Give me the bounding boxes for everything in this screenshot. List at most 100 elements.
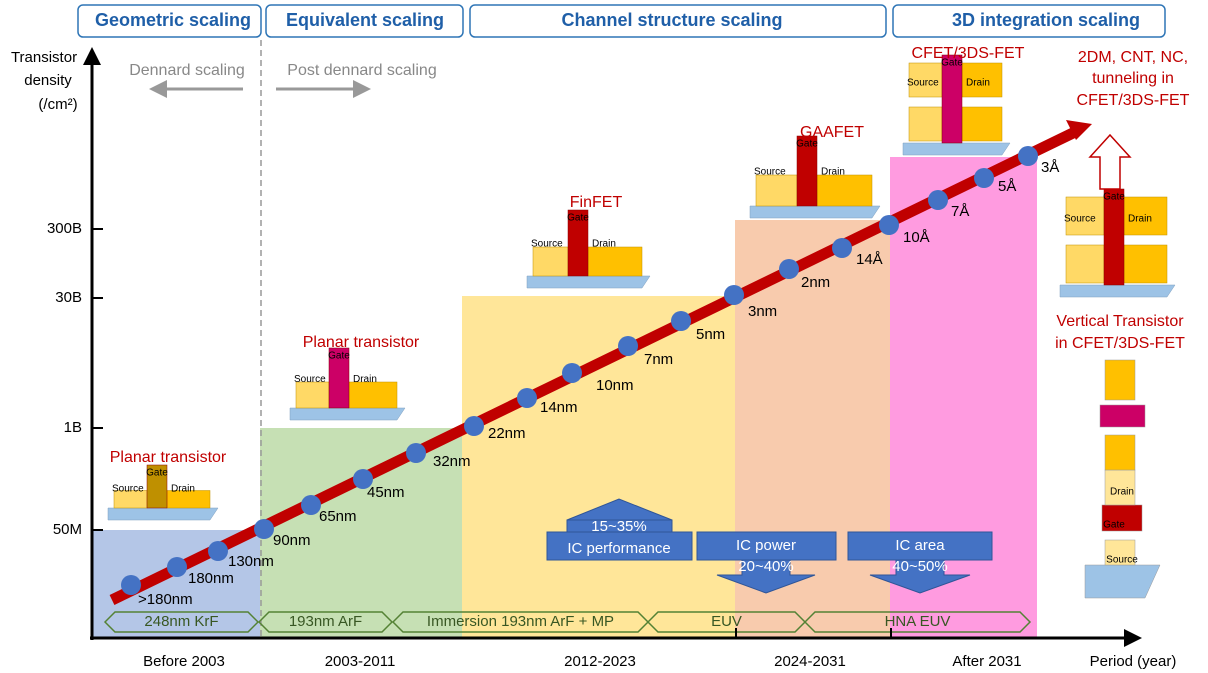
vertical-label: Source bbox=[1106, 555, 1138, 566]
trend-head bbox=[1066, 120, 1092, 140]
device-drain bbox=[1123, 244, 1168, 284]
node-label: 22nm bbox=[488, 425, 526, 442]
phase: Geometric scaling bbox=[95, 10, 251, 30]
device-label: Source bbox=[907, 78, 939, 89]
device-drain bbox=[348, 381, 398, 409]
device-source bbox=[1065, 244, 1105, 284]
phase: Channel structure scaling bbox=[561, 10, 782, 30]
device-label: Source bbox=[754, 167, 786, 178]
period: 2003-2011 bbox=[325, 653, 396, 670]
node-dot bbox=[618, 336, 638, 356]
y-tick-label: 30B bbox=[55, 289, 82, 306]
device-label: Drain bbox=[353, 374, 377, 385]
era: Post dennard scaling bbox=[287, 62, 436, 79]
node-label: 2nm bbox=[801, 274, 830, 291]
benefit: IC performance bbox=[567, 540, 670, 557]
device-source bbox=[532, 246, 569, 277]
device-label: Drain bbox=[966, 78, 990, 89]
benefit: 20~40% bbox=[738, 558, 793, 575]
device-label: Source bbox=[531, 239, 563, 250]
device-gate bbox=[796, 135, 818, 207]
device-gate bbox=[567, 209, 589, 277]
device-drain bbox=[587, 246, 643, 277]
region bbox=[260, 428, 462, 638]
region bbox=[92, 530, 260, 638]
device-base bbox=[1059, 284, 1176, 298]
device-name: GAAFET bbox=[800, 124, 864, 141]
benefit: 15~35% bbox=[591, 518, 646, 535]
node-label: 14nm bbox=[540, 399, 578, 416]
benefit: IC power bbox=[736, 537, 796, 554]
trend bbox=[109, 127, 1078, 605]
device-label: Gate bbox=[328, 351, 350, 362]
node-label: 32nm bbox=[433, 453, 471, 470]
device-drain bbox=[961, 106, 1003, 142]
node-label: 5Å bbox=[998, 178, 1016, 195]
device-label: Drain bbox=[171, 483, 195, 494]
y-tick-label: 1B bbox=[64, 419, 82, 436]
node-dot bbox=[724, 285, 744, 305]
vertical-label: Gate bbox=[1103, 520, 1125, 531]
node-dot bbox=[353, 469, 373, 489]
y-label: density bbox=[24, 72, 72, 89]
device-gate bbox=[328, 347, 350, 409]
device-label: Source bbox=[294, 374, 326, 385]
node-dot bbox=[928, 190, 948, 210]
region bbox=[462, 296, 735, 638]
node-dot bbox=[167, 557, 187, 577]
device-source bbox=[908, 62, 943, 98]
node-label: 3Å bbox=[1041, 159, 1059, 176]
node-label: 3nm bbox=[748, 303, 777, 320]
device-gate bbox=[941, 54, 963, 144]
vertical-name: Vertical Transistor bbox=[1056, 313, 1184, 330]
period: 2024-2031 bbox=[774, 653, 846, 670]
node-label: 10nm bbox=[596, 377, 634, 394]
node-dot bbox=[879, 215, 899, 235]
node-dot bbox=[974, 168, 994, 188]
device-drain bbox=[1123, 196, 1168, 236]
device-gate bbox=[1103, 188, 1125, 286]
benefit: 40~50% bbox=[892, 558, 947, 575]
device-label: Gate bbox=[146, 468, 168, 479]
device-label: Gate bbox=[567, 213, 589, 224]
lithography: Immersion 193nm ArF + MP bbox=[427, 613, 614, 630]
y-tick-label: 50M bbox=[53, 521, 82, 538]
node-dot bbox=[832, 238, 852, 258]
node-label: 5nm bbox=[696, 326, 725, 343]
node-dot bbox=[517, 388, 537, 408]
period: Before 2003 bbox=[143, 653, 225, 670]
node-dot bbox=[1018, 146, 1038, 166]
node-label: 14Å bbox=[856, 251, 883, 268]
device-name: CFET/3DS-FET bbox=[912, 45, 1025, 62]
node-label: 65nm bbox=[319, 508, 357, 525]
lithography: 248nm KrF bbox=[144, 613, 218, 630]
future-arrow bbox=[1088, 133, 1132, 190]
node-dot bbox=[671, 311, 691, 331]
node-dot bbox=[254, 519, 274, 539]
node-dot bbox=[779, 259, 799, 279]
period: 2012-2023 bbox=[564, 653, 636, 670]
node-label: 7nm bbox=[644, 351, 673, 368]
node-label: >180nm bbox=[138, 591, 193, 608]
node-label: 180nm bbox=[188, 570, 234, 587]
device-label: Drain bbox=[821, 167, 845, 178]
lithography: EUV bbox=[711, 613, 742, 630]
device-source bbox=[1065, 196, 1105, 236]
node-dot bbox=[121, 575, 141, 595]
device-source bbox=[295, 381, 330, 409]
node-label: 45nm bbox=[367, 484, 405, 501]
vertical-name: in CFET/3DS-FET bbox=[1055, 335, 1185, 352]
device-source bbox=[908, 106, 943, 142]
phase: 3D integration scaling bbox=[952, 10, 1140, 30]
y-label: Transistor bbox=[11, 49, 77, 66]
benefit-arrows bbox=[546, 498, 993, 594]
device-gate bbox=[146, 464, 168, 509]
node-dot bbox=[562, 363, 582, 383]
device-label: Drain bbox=[592, 239, 616, 250]
node-dot bbox=[301, 495, 321, 515]
device-drain bbox=[816, 174, 873, 207]
device-name: FinFET bbox=[570, 194, 623, 211]
future: tunneling in bbox=[1092, 70, 1174, 87]
y-label: (/cm²) bbox=[38, 96, 77, 113]
device-name: Planar transistor bbox=[303, 334, 420, 351]
